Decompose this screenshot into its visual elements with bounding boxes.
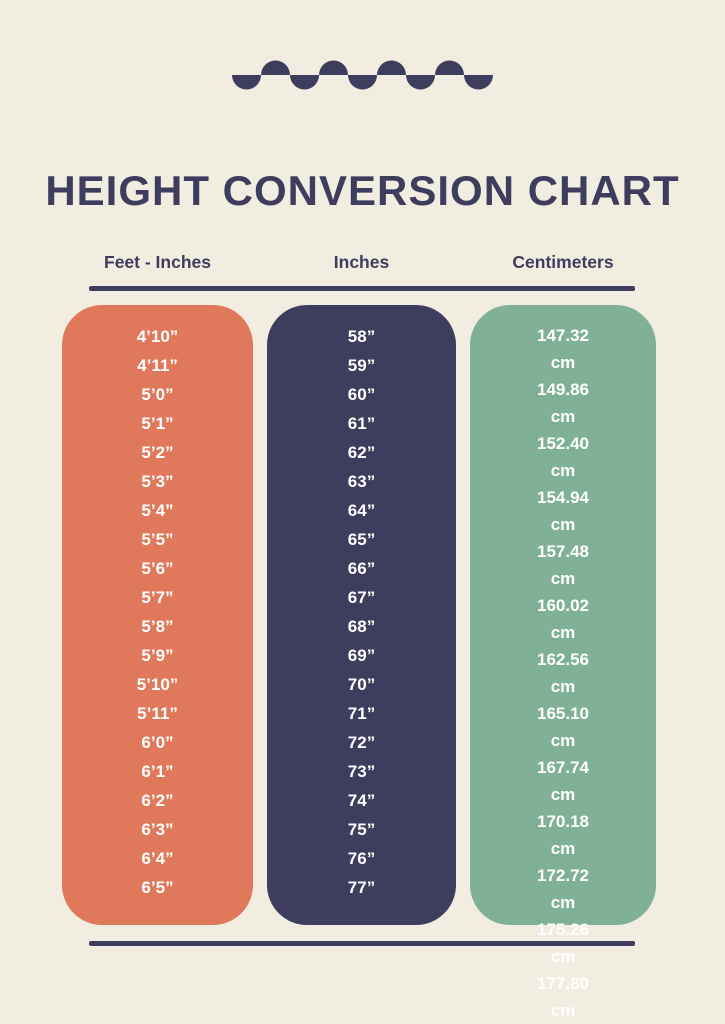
feet-inches-value: 5’4” [141,501,174,520]
inches-value: 66” [347,559,376,578]
feet-inches-value: 6’2” [141,791,174,810]
centimeters-value-unit: cm [550,569,576,588]
feet-inches-value: 6’4” [141,849,174,868]
centimeters-value: 152.40 [537,434,589,453]
inches-value: 74” [347,791,376,810]
centimeters-value: 162.56 [537,650,589,669]
centimeters-value: 160.02 [537,596,589,615]
centimeters-value: 177.80 [537,974,589,993]
feet-inches-value: 5’8” [141,617,174,636]
inches-value: 58” [347,327,376,346]
centimeters-value: 165.10 [537,704,589,723]
centimeters-value-unit: cm [550,731,576,750]
centimeters-value-unit: cm [550,623,576,642]
feet-inches-value: 4’11” [137,356,178,375]
centimeters-value-unit: cm [550,515,576,534]
inches-value: 73” [347,762,376,781]
inches-value: 60” [347,385,376,404]
wave-icon [231,60,493,90]
centimeters-value: 154.94 [537,488,589,507]
inches-value: 76” [347,849,376,868]
centimeters-value-unit: cm [550,785,576,804]
feet-inches-value: 5’0” [141,385,174,404]
inches-value: 63” [347,472,376,491]
footer-divider [89,941,635,946]
header-centimeters: Centimeters [512,252,614,272]
centimeters-value: 172.72 [537,866,589,885]
inches-value: 65” [347,530,376,549]
centimeters-value-unit: cm [550,1001,576,1020]
inches-value: 70” [347,675,376,694]
inches-value: 71” [347,704,376,723]
feet-inches-value: 5’1” [141,414,174,433]
centimeters-value-unit: cm [550,407,576,426]
feet-inches-value: 6’5” [141,878,174,897]
centimeters-value-unit: cm [550,947,576,966]
feet-inches-value: 5’10” [136,675,179,694]
centimeters-value: 157.48 [537,542,589,561]
feet-inches-column: 4’10” 4’11” 5’0” 5’1” 5’2” 5’3” 5’4” 5’5” 5’6” 5’… [62,305,253,925]
centimeters-column: 147.32 cm 149.86 cm 152.40 cm 154.94 cm 157.48 cm… [470,305,656,1020]
conversion-table: 4’10” 4’11” 5’0” 5’1” 5’2” 5’3” 5’4” 5’5” 5’6” 5’… [62,305,656,1020]
inches-value: 72” [347,733,376,752]
feet-inches-value: 5’5” [141,530,174,549]
feet-inches-value: 5’6” [141,559,174,578]
feet-inches-value: 5’7” [141,588,174,607]
inches-value: 77” [347,878,376,897]
feet-inches-value: 4’10” [136,327,179,346]
centimeters-value-unit: cm [550,353,576,372]
header-feet-inches: Feet - Inches [104,252,211,272]
centimeters-value-unit: cm [550,839,576,858]
centimeters-value: 167.74 [537,758,589,777]
inches-value: 59” [347,356,376,375]
centimeters-value: 170.18 [537,812,589,831]
feet-inches-value: 5’3” [141,472,174,491]
centimeters-value-unit: cm [550,893,576,912]
inches-column: 58” 59” 60” 61” 62” 63” 64” 65” 66” 67” 68” 69” 70” 7… [267,305,456,925]
header-inches: Inches [333,252,390,272]
centimeters-value: 147.32 [537,326,589,345]
centimeters-value-unit: cm [550,677,576,696]
header-divider [89,286,635,291]
feet-inches-value: 5’9” [141,646,174,665]
inches-value: 64” [347,501,376,520]
inches-value: 61” [347,414,376,433]
page-title: HEIGHT CONVERSION CHART [45,167,680,215]
feet-inches-value: 5’2” [141,443,174,462]
feet-inches-value: 5’11” [137,704,178,723]
centimeters-value: 175.26 [537,920,589,939]
feet-inches-value: 6’3” [141,820,174,839]
inches-value: 67” [347,588,376,607]
centimeters-value-unit: cm [550,461,576,480]
inches-value: 68” [347,617,376,636]
inches-value: 75” [347,820,376,839]
inches-value: 69” [347,646,376,665]
centimeters-value: 149.86 [537,380,589,399]
feet-inches-value: 6’0” [141,733,174,752]
column-headers: Feet - Inches Inches Centimeters [62,252,656,273]
inches-value: 62” [347,443,376,462]
feet-inches-value: 6’1” [141,762,174,781]
